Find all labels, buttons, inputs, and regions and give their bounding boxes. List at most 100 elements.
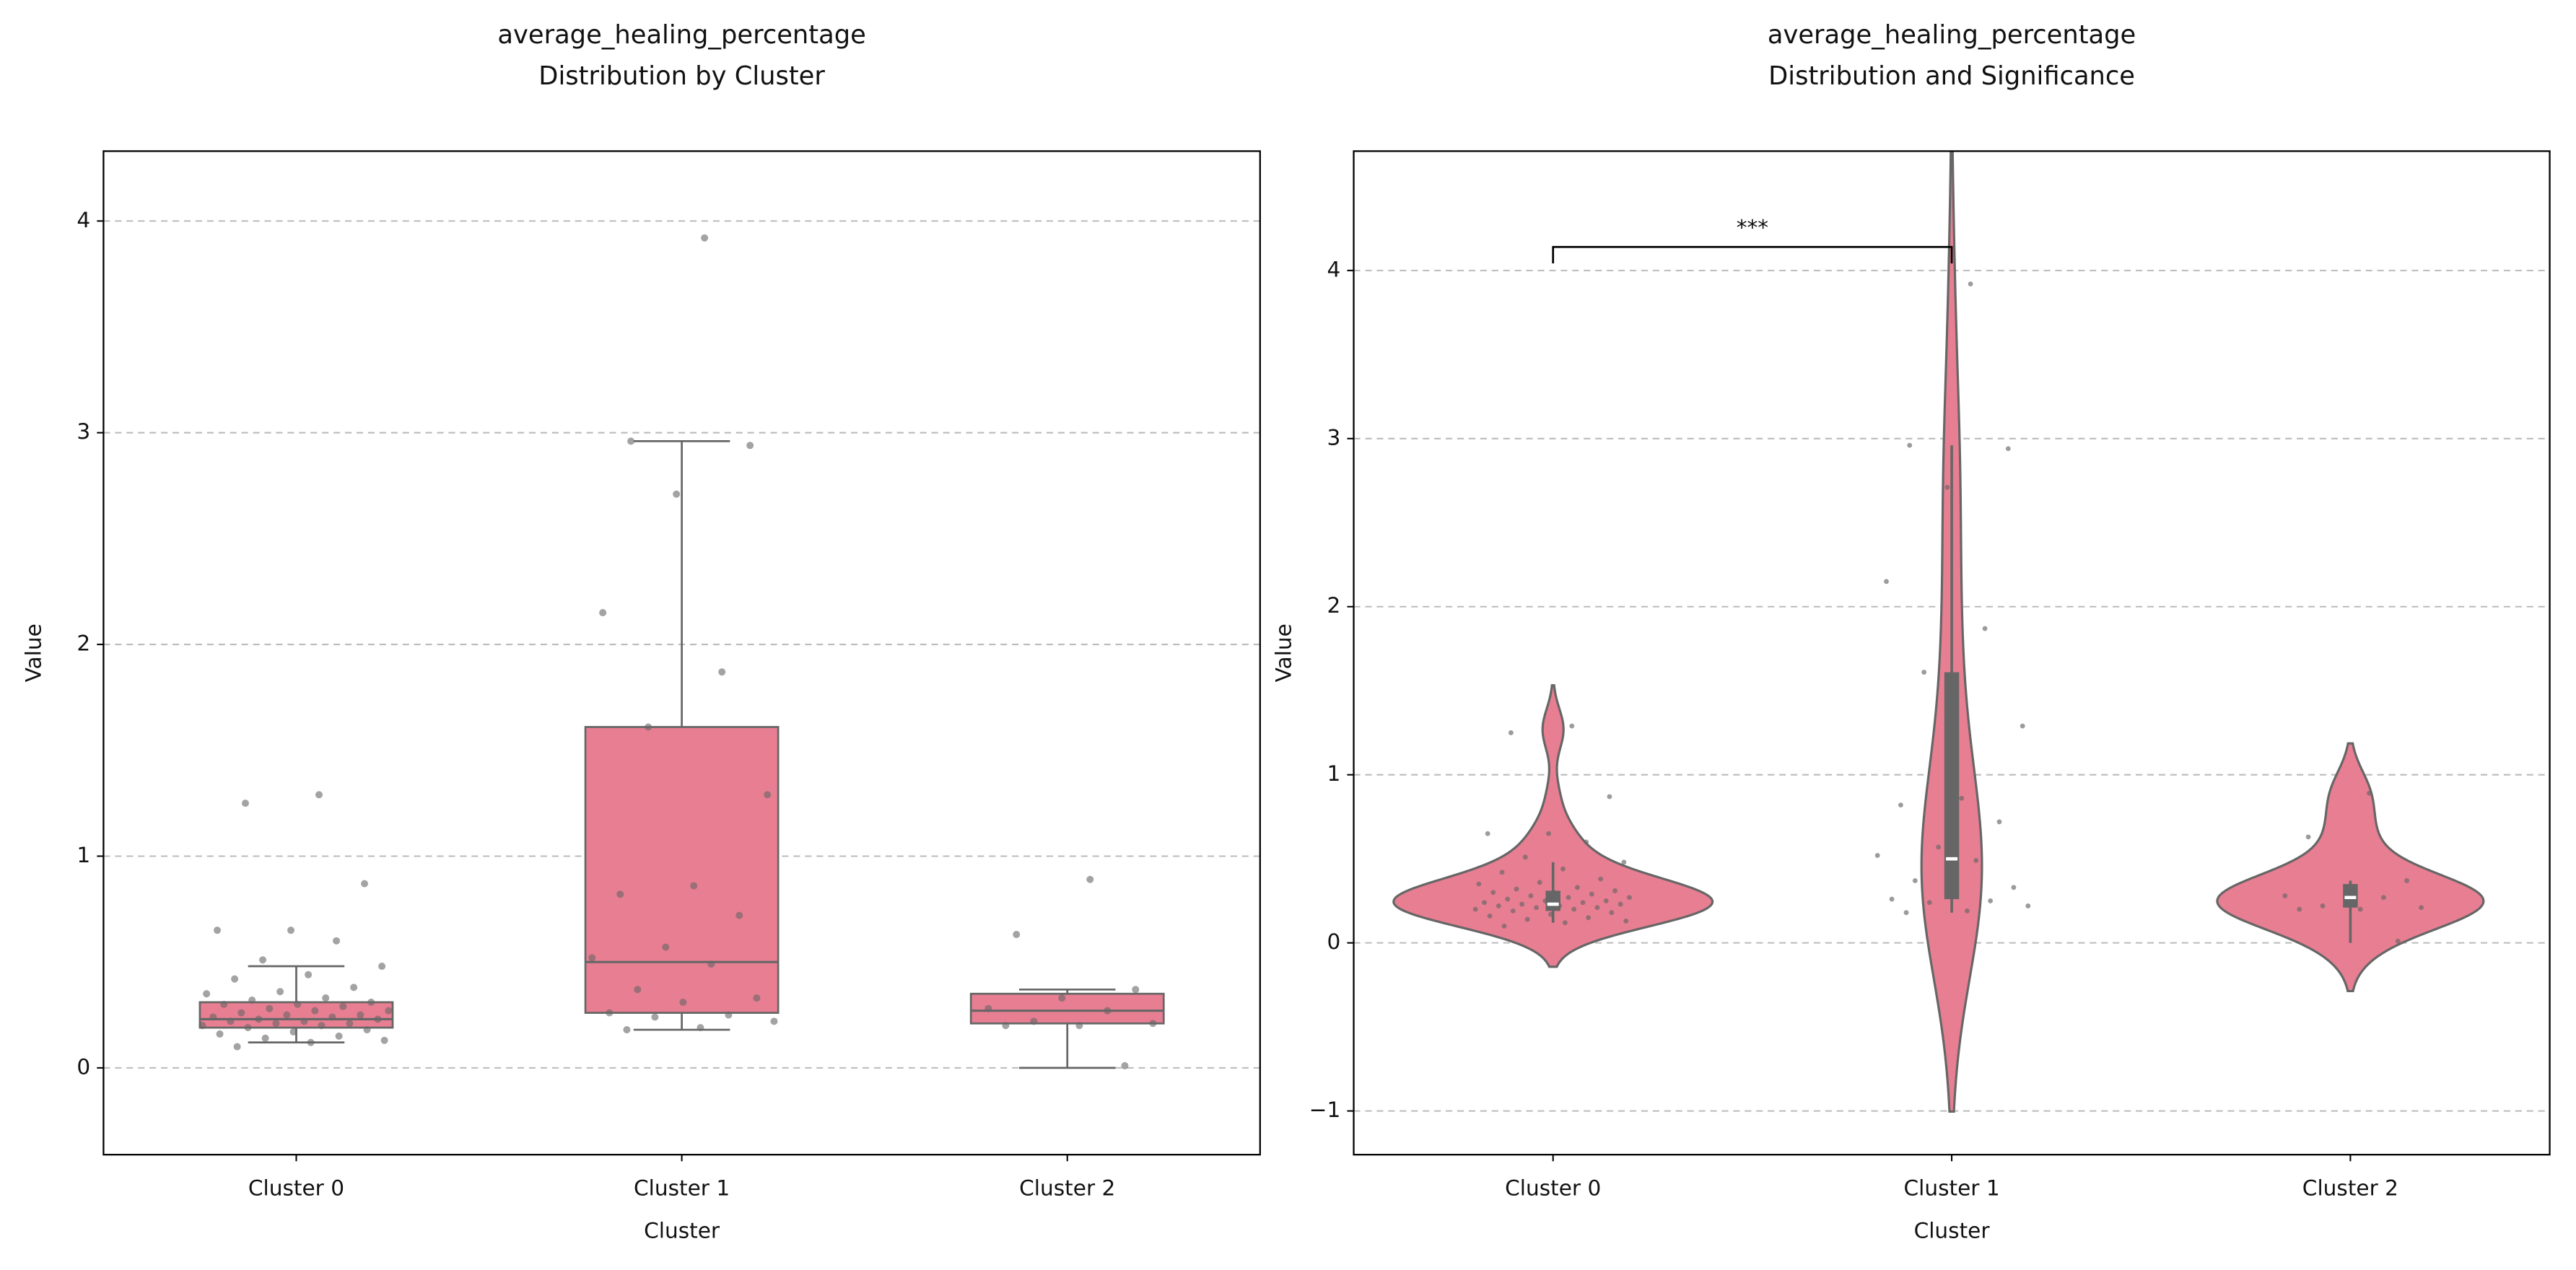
point xyxy=(1580,900,1586,906)
point xyxy=(1537,880,1542,885)
point xyxy=(634,986,642,994)
point xyxy=(2282,893,2288,898)
point xyxy=(380,1036,388,1044)
point xyxy=(679,998,687,1006)
point xyxy=(2025,903,2031,908)
significance-label: *** xyxy=(1737,216,1768,240)
x-tick-label: Cluster 0 xyxy=(248,1175,344,1200)
point xyxy=(248,996,256,1004)
point xyxy=(1965,908,1970,914)
y-axis-label: Value xyxy=(21,623,45,682)
point xyxy=(1002,1022,1010,1030)
point xyxy=(1586,915,1592,921)
point xyxy=(718,668,726,676)
point xyxy=(1149,1020,1157,1028)
point xyxy=(1623,918,1629,924)
point xyxy=(1603,898,1609,903)
point xyxy=(764,791,772,799)
point xyxy=(346,1020,354,1028)
point xyxy=(1617,901,1623,907)
point xyxy=(1926,900,1932,906)
point xyxy=(220,1000,228,1008)
point xyxy=(289,1028,297,1036)
point xyxy=(1519,901,1525,907)
y-tick-label: 4 xyxy=(1327,257,1341,281)
point xyxy=(1574,885,1580,890)
point xyxy=(1898,802,1903,808)
point xyxy=(651,1013,659,1021)
point xyxy=(588,954,596,962)
point xyxy=(984,1004,992,1012)
point xyxy=(311,1007,319,1015)
point xyxy=(198,1022,206,1030)
point xyxy=(1522,854,1528,860)
point xyxy=(753,994,761,1002)
panel: average_healing_percentage Distribution b… xyxy=(21,20,1261,1243)
violin xyxy=(1392,684,1714,968)
point xyxy=(261,1034,269,1042)
point xyxy=(2380,895,2386,901)
point xyxy=(287,927,295,934)
x-tick-label: Cluster 1 xyxy=(634,1175,730,1200)
point xyxy=(2305,834,2311,840)
point xyxy=(627,437,635,445)
point xyxy=(690,882,698,890)
point xyxy=(1598,876,1604,882)
point xyxy=(707,960,715,968)
point xyxy=(1903,910,1909,916)
point xyxy=(673,490,681,498)
point xyxy=(746,442,754,450)
point xyxy=(300,1017,308,1025)
point xyxy=(1510,908,1516,914)
point xyxy=(305,971,313,978)
point xyxy=(244,1024,252,1032)
point xyxy=(1609,910,1615,916)
x-tick-label: Cluster 0 xyxy=(1505,1175,1601,1200)
point xyxy=(1505,896,1511,902)
point xyxy=(1996,819,2002,825)
point xyxy=(209,1013,217,1021)
y-tick-label: 2 xyxy=(77,631,90,656)
point xyxy=(1534,905,1539,911)
point xyxy=(701,234,709,242)
point xyxy=(616,890,624,898)
point xyxy=(272,1020,280,1028)
point xyxy=(2367,790,2372,796)
y-tick-label: 1 xyxy=(77,843,90,867)
point xyxy=(1472,906,1478,912)
x-axis-label: Cluster xyxy=(1914,1219,1991,1243)
point xyxy=(1524,916,1530,922)
point xyxy=(1566,895,1571,901)
plot-area xyxy=(1392,151,2485,1113)
point xyxy=(645,723,652,731)
point xyxy=(1482,900,1487,906)
point xyxy=(1944,484,1950,490)
point xyxy=(227,1017,235,1025)
x-tick-label: Cluster 2 xyxy=(1019,1175,1115,1200)
point xyxy=(1912,878,1918,883)
point xyxy=(1959,795,1965,801)
point xyxy=(374,1015,382,1023)
y-tick-label: −1 xyxy=(1309,1098,1341,1122)
point xyxy=(1560,866,1566,872)
significance-bracket xyxy=(1552,245,1953,263)
point xyxy=(335,1032,343,1040)
axes-frame xyxy=(102,150,1261,1156)
point xyxy=(1982,626,1988,631)
point xyxy=(697,1024,704,1032)
point xyxy=(599,609,607,617)
point xyxy=(1485,831,1490,836)
point xyxy=(339,1002,347,1010)
point xyxy=(255,1015,263,1023)
chart-subtitle: Distribution by Cluster xyxy=(538,61,825,91)
point xyxy=(1921,670,1927,675)
point xyxy=(361,880,369,888)
point xyxy=(606,1009,614,1017)
point xyxy=(1968,281,1973,286)
point xyxy=(1594,905,1600,911)
point xyxy=(350,984,358,991)
point xyxy=(1907,442,1913,448)
point xyxy=(333,937,341,945)
chart-title: average_healing_percentage xyxy=(497,20,865,50)
